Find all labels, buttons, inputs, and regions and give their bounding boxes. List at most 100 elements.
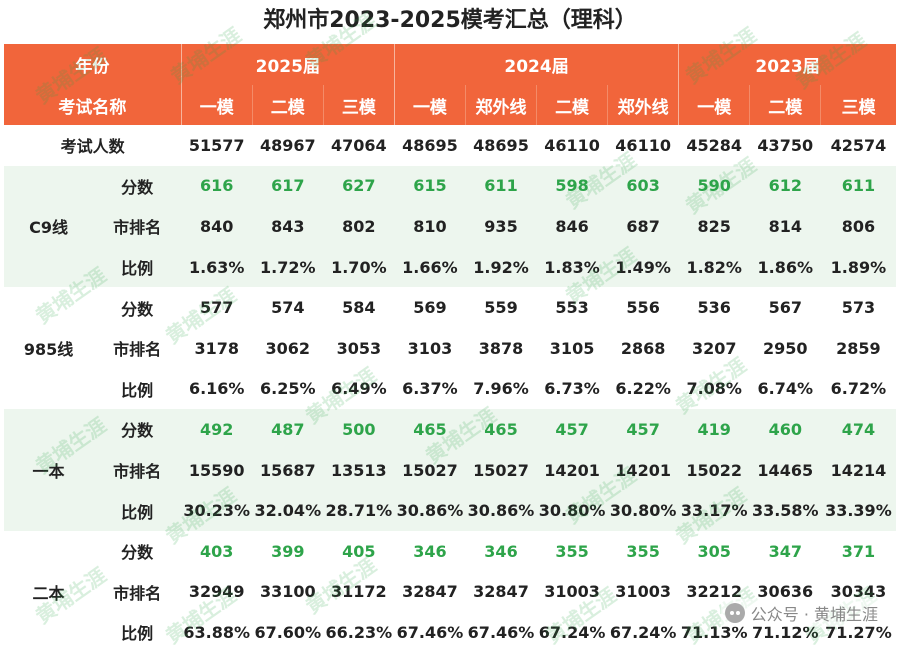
value-cell: 1.86% xyxy=(749,246,821,288)
value-cell: 3103 xyxy=(394,327,466,369)
table-row: 市排名 32949 33100 31172 32847 32847 31003 31003 32… xyxy=(4,571,896,613)
value-cell: 814 xyxy=(749,206,821,247)
value-cell: 32.04% xyxy=(252,490,324,531)
participants-cell: 43750 xyxy=(749,125,821,166)
value-cell: 3062 xyxy=(252,327,324,369)
exam-header: 一模 xyxy=(393,85,466,125)
value-cell: 492 xyxy=(181,409,253,450)
value-cell: 371 xyxy=(820,530,896,572)
participants-cell: 42574 xyxy=(820,125,896,166)
value-cell: 6.74% xyxy=(749,368,821,410)
value-cell: 577 xyxy=(181,287,253,328)
exam-header: 二模 xyxy=(536,85,608,125)
participants-cell: 45284 xyxy=(678,125,750,166)
year-2023: 2023届 xyxy=(678,44,896,85)
value-cell: 457 xyxy=(536,409,608,450)
value-cell: 846 xyxy=(536,206,608,247)
value-cell: 403 xyxy=(181,530,253,572)
value-cell: 30.80% xyxy=(607,490,679,531)
value-cell: 617 xyxy=(252,165,324,207)
value-cell: 615 xyxy=(394,165,466,207)
participants-cell: 47064 xyxy=(323,125,395,166)
value-cell: 14201 xyxy=(536,449,608,491)
value-cell: 611 xyxy=(465,165,537,207)
value-cell: 30.80% xyxy=(536,490,608,531)
value-cell: 399 xyxy=(252,530,324,572)
metric-label: 比例 xyxy=(93,368,182,410)
value-cell: 460 xyxy=(749,409,821,450)
table-row: 市排名 3178 3062 3053 3103 3878 3105 2868 3207 2950 2… xyxy=(4,327,896,369)
exam-summary-table: 年份 2025届 2024届 2023届 考试名称 一模 二模 三模 一模 郑外… xyxy=(4,44,896,653)
value-cell: 590 xyxy=(678,165,750,207)
value-cell: 67.46% xyxy=(394,612,466,653)
exam-header: 郑外线 xyxy=(464,85,537,125)
value-cell: 15687 xyxy=(252,449,324,491)
section-label: 一本 xyxy=(4,409,94,531)
value-cell: 474 xyxy=(820,409,896,450)
value-cell: 465 xyxy=(465,409,537,450)
value-cell: 355 xyxy=(536,530,608,572)
table-row: 市排名 840 843 802 810 935 846 687 825 814 806 xyxy=(4,206,896,247)
metric-label: 分数 xyxy=(93,165,182,207)
value-cell: 66.23% xyxy=(323,612,395,653)
exam-label: 考试名称 xyxy=(4,85,182,125)
table-row: 二本 分数 403 399 405 346 346 355 355 305 347 371 xyxy=(4,530,896,653)
value-cell: 6.25% xyxy=(252,368,324,410)
value-cell: 3105 xyxy=(536,327,608,369)
value-cell: 31172 xyxy=(323,571,395,613)
section-label: C9线 xyxy=(4,165,94,288)
value-cell: 67.60% xyxy=(252,612,324,653)
metric-label: 市排名 xyxy=(93,571,182,613)
value-cell: 67.46% xyxy=(465,612,537,653)
value-cell: 687 xyxy=(607,206,679,247)
value-cell: 567 xyxy=(749,287,821,328)
value-cell: 574 xyxy=(252,287,324,328)
value-cell: 487 xyxy=(252,409,324,450)
participants-cell: 46110 xyxy=(607,125,679,166)
value-cell: 31003 xyxy=(536,571,608,613)
participants-cell: 48695 xyxy=(394,125,466,166)
footer-text: 公众号 · 黄埔生涯 xyxy=(750,605,878,624)
metric-label: 市排名 xyxy=(93,206,182,247)
header-row-years: 年份 2025届 2024届 2023届 xyxy=(4,44,896,85)
participants-cell: 51577 xyxy=(181,125,253,166)
value-cell: 1.49% xyxy=(607,246,679,288)
value-cell: 559 xyxy=(465,287,537,328)
value-cell: 63.88% xyxy=(181,612,253,653)
value-cell: 1.82% xyxy=(678,246,750,288)
participants-label: 考试人数 xyxy=(4,125,182,166)
value-cell: 802 xyxy=(323,206,395,247)
metric-label: 比例 xyxy=(93,490,182,531)
value-cell: 935 xyxy=(465,206,537,247)
value-cell: 3053 xyxy=(323,327,395,369)
value-cell: 14201 xyxy=(607,449,679,491)
value-cell: 31003 xyxy=(607,571,679,613)
section-label: 985线 xyxy=(4,287,94,410)
year-2024: 2024届 xyxy=(393,44,679,85)
value-cell: 1.66% xyxy=(394,246,466,288)
value-cell: 825 xyxy=(678,206,750,247)
table-row: C9线 分数 616 617 627 615 611 598 603 590 612 611 xyxy=(4,165,896,288)
participants-cell: 48695 xyxy=(465,125,537,166)
value-cell: 1.72% xyxy=(252,246,324,288)
value-cell: 2859 xyxy=(820,327,896,369)
value-cell: 1.63% xyxy=(181,246,253,288)
value-cell: 1.92% xyxy=(465,246,537,288)
value-cell: 1.70% xyxy=(323,246,395,288)
value-cell: 7.96% xyxy=(465,368,537,410)
value-cell: 556 xyxy=(607,287,679,328)
section-label: 二本 xyxy=(4,530,94,653)
value-cell: 553 xyxy=(536,287,608,328)
value-cell: 840 xyxy=(181,206,253,247)
value-cell: 2950 xyxy=(749,327,821,369)
year-2025: 2025届 xyxy=(180,44,395,85)
participants-cell: 46110 xyxy=(536,125,608,166)
value-cell: 584 xyxy=(323,287,395,328)
exam-header: 二模 xyxy=(251,85,324,125)
value-cell: 500 xyxy=(323,409,395,450)
value-cell: 346 xyxy=(465,530,537,572)
value-cell: 305 xyxy=(678,530,750,572)
value-cell: 15027 xyxy=(465,449,537,491)
exam-header: 一模 xyxy=(180,85,253,125)
header-row-exams: 考试名称 一模 二模 三模 一模 郑外线 二模 郑外线 一模 二模 三模 xyxy=(4,85,896,125)
